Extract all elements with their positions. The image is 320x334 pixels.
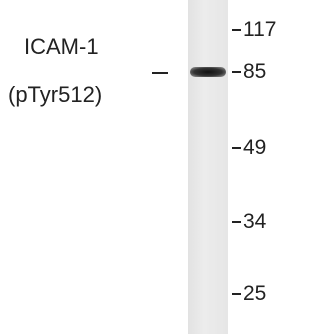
marker: 117 <box>232 18 276 42</box>
marker-label: 25 <box>243 282 266 306</box>
marker-label: 34 <box>243 210 266 234</box>
marker: 25 <box>232 282 266 306</box>
marker: 85 <box>232 60 266 84</box>
marker-tick <box>232 29 241 31</box>
marker-tick <box>232 71 241 73</box>
band <box>190 67 226 77</box>
modification-label: (pTyr512) <box>8 82 102 108</box>
marker-label: 117 <box>243 18 276 42</box>
marker-tick <box>232 221 241 223</box>
marker-tick <box>232 147 241 149</box>
marker: 34 <box>232 210 266 234</box>
marker-label: 49 <box>243 136 266 160</box>
marker: 49 <box>232 136 266 160</box>
western-blot: ICAM-1 (pTyr512) 117 85 49 34 25 <box>0 0 280 334</box>
band-indicator <box>152 72 168 74</box>
lane <box>188 0 228 334</box>
marker-tick <box>232 293 241 295</box>
protein-label: ICAM-1 <box>24 34 99 60</box>
marker-label: 85 <box>243 60 266 84</box>
